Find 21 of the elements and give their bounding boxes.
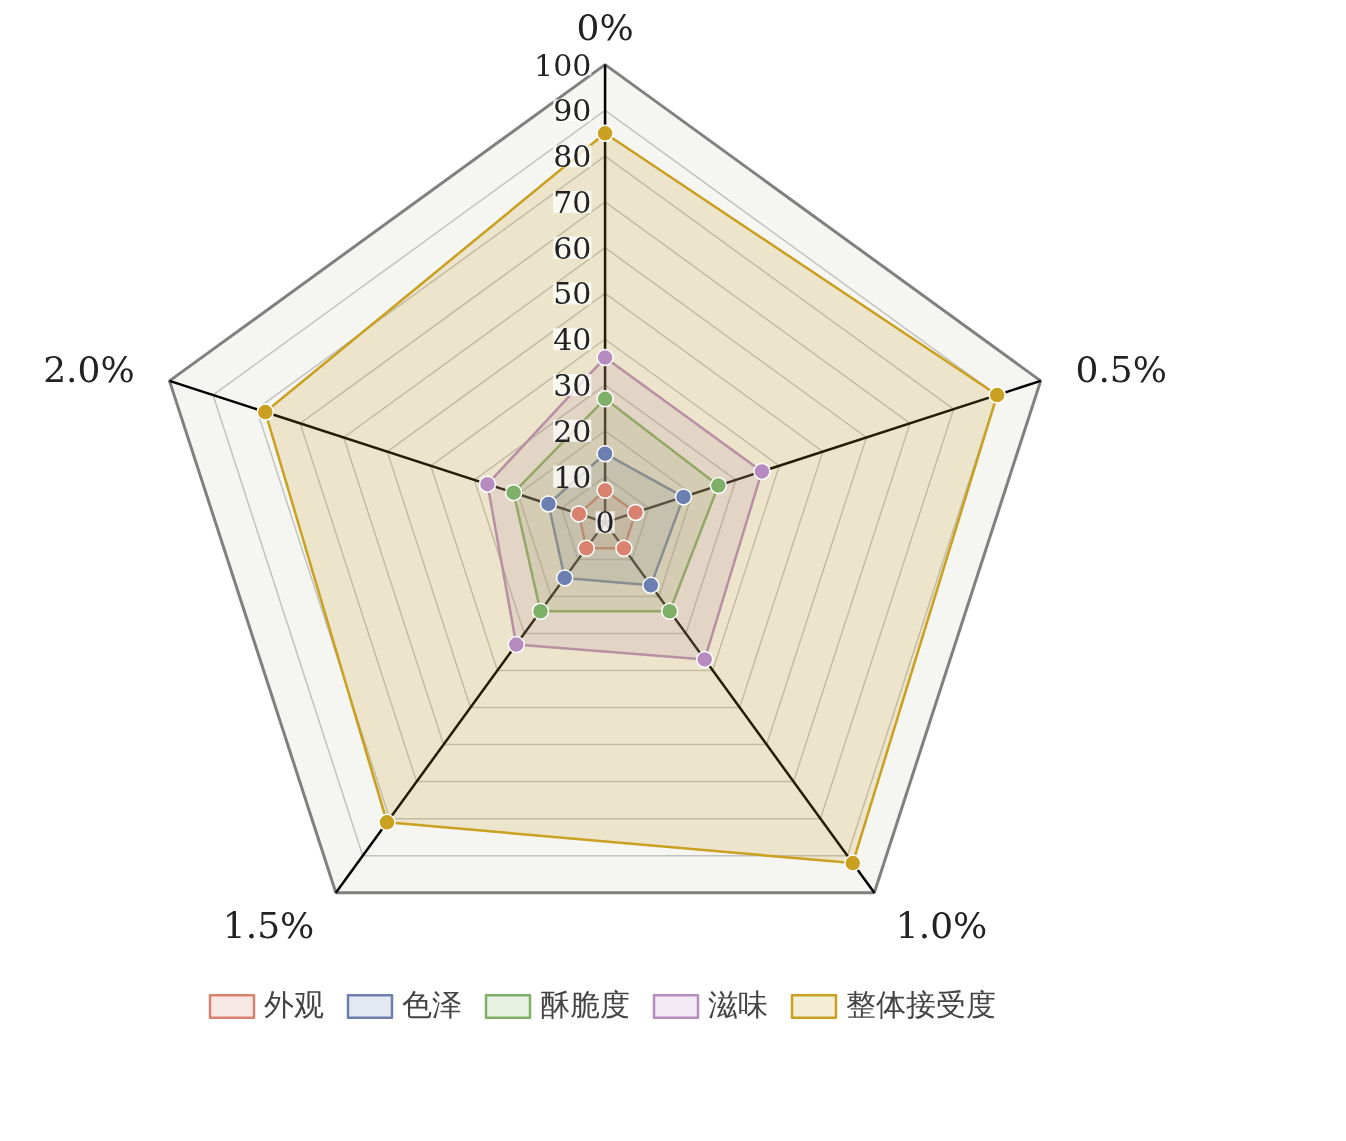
y-tick-label: 40 xyxy=(553,322,592,358)
y-tick-label: 50 xyxy=(553,276,592,312)
spoke-label: 0.5% xyxy=(1075,349,1167,391)
spoke-label: 1.5% xyxy=(222,904,315,946)
legend-label: 整体接受度 xyxy=(846,986,996,1024)
y-tick-label: 70 xyxy=(553,184,592,220)
legend-label: 色泽 xyxy=(402,986,462,1024)
spoke-label: 0% xyxy=(576,7,634,49)
y-tick-label: 80 xyxy=(553,139,592,175)
legend-label: 滋味 xyxy=(708,986,768,1024)
y-tick-label: 0 xyxy=(595,505,615,541)
y-tick-label: 100 xyxy=(534,47,592,83)
y-tick-label: 60 xyxy=(553,230,592,266)
y-tick-label: 30 xyxy=(553,368,592,404)
y-tick-label: 20 xyxy=(553,413,592,449)
y-tick-label: 90 xyxy=(553,93,592,129)
spoke-label: 2.0% xyxy=(43,349,135,391)
legend-label: 外观 xyxy=(264,986,324,1024)
y-tick-label: 10 xyxy=(553,459,592,495)
legend-label: 酥脆度 xyxy=(540,986,630,1024)
spoke-label: 1.0% xyxy=(895,904,988,946)
